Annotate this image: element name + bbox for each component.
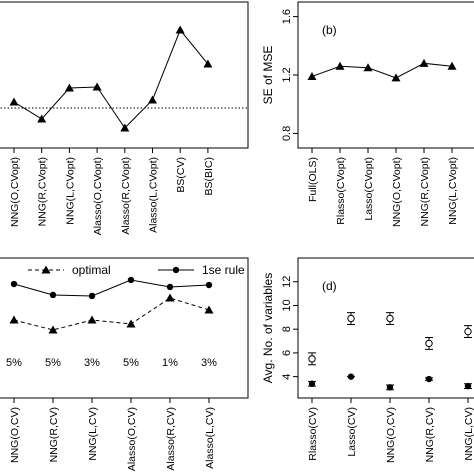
- marker: [386, 314, 394, 323]
- x-tick-label: NNG(L,CV): [87, 407, 99, 461]
- marker: [425, 375, 433, 383]
- marker: [204, 305, 214, 314]
- x-tick-label: NNG(O,CV): [9, 407, 21, 463]
- y-axis-label: Avg. No. of variables: [261, 273, 275, 384]
- x-tick-label: Alasso(L,CV): [204, 407, 216, 469]
- marker: [205, 281, 213, 289]
- plot-frame: [297, 257, 474, 399]
- marker: [64, 83, 74, 92]
- marker: [335, 61, 345, 70]
- legend-label: 1se rule: [202, 263, 245, 277]
- marker: [172, 266, 180, 274]
- marker: [464, 327, 472, 336]
- x-tick-label: Alasso(O,CVopt): [92, 157, 104, 235]
- marker: [37, 114, 47, 123]
- x-tick-label: Alasso(O,CV): [126, 407, 138, 471]
- x-tick-label: Rlasso(CV): [307, 407, 319, 461]
- x-tick-label: Alasso(R,CVopt): [120, 157, 132, 235]
- y-tick-label: 10: [281, 299, 293, 311]
- marker: [203, 59, 213, 68]
- x-tick-label: Lasso(CVopt): [363, 157, 375, 221]
- series-line: [311, 62, 453, 79]
- percent-label: 3%: [84, 357, 100, 369]
- marker: [165, 293, 175, 302]
- percent-label: 5%: [45, 357, 61, 369]
- marker: [166, 283, 174, 291]
- y-tick-label: 6: [281, 350, 293, 356]
- x-tick-label: NNG(R,CV): [424, 407, 436, 462]
- x-tick-label: NNG(R,CVopt): [37, 157, 49, 226]
- y-tick-label: 1.6: [281, 9, 293, 24]
- x-tick-label: NNG(R,CVopt): [419, 157, 431, 226]
- x-tick-label: Full(OLS): [307, 157, 319, 202]
- marker: [347, 314, 355, 323]
- y-tick-label: 1.2: [281, 67, 293, 82]
- x-tick-label: NNG(L,CVopt): [64, 157, 76, 225]
- marker: [175, 25, 185, 34]
- panel-label: (d): [322, 279, 337, 293]
- x-tick-label: Alasso(R,CV): [165, 407, 177, 471]
- marker: [447, 61, 457, 70]
- x-tick-label: BS(BIC): [203, 157, 215, 196]
- marker: [347, 373, 355, 380]
- x-tick-label: NNG(O,CV): [385, 407, 397, 463]
- marker: [120, 123, 130, 132]
- plot-frame: [0, 1, 249, 149]
- marker: [464, 382, 472, 390]
- marker: [308, 380, 316, 387]
- x-tick-label: Alasso(L,CVopt): [148, 157, 160, 233]
- plot-frame: [0, 257, 249, 399]
- marker: [9, 315, 19, 324]
- marker: [308, 355, 316, 363]
- y-tick-label: 4: [281, 374, 293, 380]
- x-tick-label: NNG(O,CVopt): [391, 157, 403, 227]
- y-tick-label: 8: [281, 326, 293, 332]
- y-tick-label: 0.8: [281, 126, 293, 141]
- marker: [127, 276, 135, 284]
- percent-label: 5%: [6, 357, 22, 369]
- series-line: [13, 29, 209, 129]
- marker: [363, 63, 373, 72]
- marker: [92, 82, 102, 91]
- panel-label: (b): [322, 23, 337, 37]
- marker: [41, 265, 51, 274]
- marker: [88, 292, 96, 300]
- marker: [10, 280, 18, 288]
- x-tick-label: NNG(R,CV): [48, 407, 60, 462]
- marker: [148, 95, 157, 104]
- x-tick-label: NNG(L,CV): [463, 407, 474, 461]
- marker: [126, 319, 136, 328]
- marker: [419, 58, 429, 67]
- series-line: [13, 297, 210, 331]
- marker: [87, 315, 97, 324]
- x-tick-label: Rlasso(CVopt): [335, 157, 347, 225]
- x-tick-label: NNG(O,CVopt): [9, 157, 21, 227]
- x-tick-label: BS(CV): [175, 157, 187, 193]
- y-axis-label: SE of MSE: [261, 46, 275, 105]
- marker: [391, 73, 401, 82]
- marker: [48, 325, 58, 334]
- marker: [307, 71, 317, 80]
- marker: [425, 339, 433, 348]
- legend-label: optimal: [72, 263, 111, 277]
- percent-label: 5%: [123, 357, 139, 369]
- percent-label: 3%: [201, 357, 217, 369]
- series-line: [13, 279, 210, 297]
- marker: [49, 291, 57, 299]
- percent-label: 1%: [162, 357, 178, 369]
- marker: [386, 384, 394, 391]
- x-tick-label: Lasso(CV): [346, 407, 358, 457]
- marker: [9, 97, 19, 106]
- x-tick-label: NNG(L,CVopt): [447, 157, 459, 225]
- y-tick-label: 12: [281, 276, 293, 288]
